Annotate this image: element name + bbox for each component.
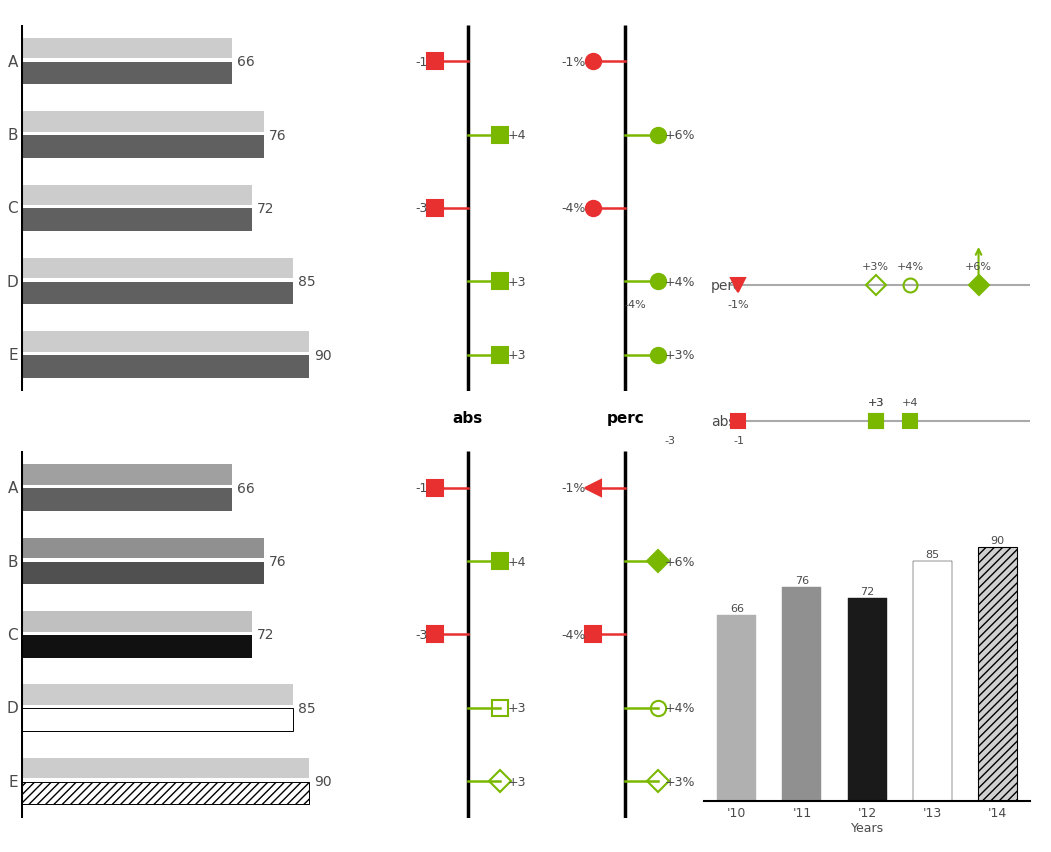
Bar: [21, 538, 265, 559]
Bar: [21, 562, 265, 584]
Bar: [21, 331, 309, 353]
Text: 66: 66: [238, 55, 255, 69]
Text: -3: -3: [415, 202, 428, 216]
Text: +3: +3: [508, 701, 526, 715]
Text: D: D: [6, 274, 18, 290]
Text: +3: +3: [867, 398, 884, 408]
Bar: [21, 356, 309, 378]
Text: 90: 90: [314, 348, 332, 362]
Text: abs: abs: [453, 411, 482, 426]
Text: 66: 66: [729, 603, 744, 613]
Bar: [21, 489, 232, 511]
Bar: [21, 464, 232, 486]
Bar: [21, 757, 309, 779]
Bar: [717, 615, 757, 801]
Text: perc: perc: [712, 279, 742, 292]
Bar: [21, 63, 232, 85]
Text: abs: abs: [712, 415, 736, 429]
Text: D: D: [6, 700, 18, 716]
Text: -3: -3: [415, 628, 428, 642]
Text: 72: 72: [256, 202, 274, 216]
Text: 90: 90: [990, 536, 1005, 545]
Text: +3: +3: [867, 398, 884, 408]
X-axis label: Years: Years: [850, 821, 884, 834]
Text: -4%: -4%: [561, 202, 585, 216]
Text: B: B: [7, 128, 18, 143]
Bar: [21, 709, 293, 731]
Text: perc: perc: [606, 411, 644, 426]
Text: A: A: [7, 481, 18, 496]
Text: +4%: +4%: [665, 701, 696, 715]
Bar: [912, 561, 952, 801]
Text: -1%: -1%: [727, 299, 749, 309]
Text: +3%: +3%: [862, 262, 889, 272]
Text: +3: +3: [508, 275, 526, 289]
Bar: [21, 210, 251, 232]
Text: +4: +4: [902, 398, 919, 408]
Text: +6%: +6%: [665, 129, 696, 142]
Text: 76: 76: [269, 129, 287, 142]
Bar: [21, 636, 251, 658]
Bar: [21, 185, 251, 206]
Text: 76: 76: [795, 575, 809, 584]
Text: -3: -3: [664, 435, 676, 446]
Text: +6%: +6%: [965, 262, 992, 272]
Text: -1: -1: [415, 55, 428, 69]
Bar: [21, 112, 265, 133]
Text: 72: 72: [256, 628, 274, 642]
Text: E: E: [8, 348, 18, 363]
Text: 85: 85: [925, 550, 940, 560]
Text: C: C: [7, 201, 18, 216]
Text: 90: 90: [314, 774, 332, 788]
Bar: [21, 684, 293, 705]
Bar: [21, 38, 232, 60]
Text: -1: -1: [733, 435, 744, 446]
Text: 72: 72: [860, 586, 874, 596]
Text: C: C: [7, 627, 18, 642]
Text: -4%: -4%: [561, 628, 585, 642]
Text: A: A: [7, 55, 18, 70]
Bar: [21, 611, 251, 632]
Text: +3%: +3%: [665, 348, 696, 362]
Text: -1%: -1%: [561, 481, 585, 495]
Bar: [782, 587, 822, 801]
Text: +3%: +3%: [665, 774, 696, 788]
Text: +4: +4: [508, 555, 526, 568]
Text: 85: 85: [298, 701, 315, 715]
Text: +4: +4: [508, 129, 526, 142]
Text: -1%: -1%: [561, 55, 585, 69]
Text: +3: +3: [508, 774, 526, 788]
Bar: [21, 136, 265, 158]
Bar: [21, 283, 293, 305]
Text: -4%: -4%: [624, 299, 646, 309]
Bar: [847, 598, 887, 801]
Text: 85: 85: [298, 275, 315, 289]
Text: +4%: +4%: [897, 262, 924, 272]
Bar: [21, 258, 293, 279]
Text: B: B: [7, 554, 18, 569]
Bar: [977, 548, 1017, 801]
Text: 66: 66: [238, 481, 255, 495]
Text: -1: -1: [415, 481, 428, 495]
Text: 76: 76: [269, 555, 287, 568]
Text: E: E: [8, 774, 18, 789]
Text: +4%: +4%: [665, 275, 696, 289]
Text: +3: +3: [508, 348, 526, 362]
Text: +6%: +6%: [665, 555, 696, 568]
Bar: [21, 782, 309, 804]
